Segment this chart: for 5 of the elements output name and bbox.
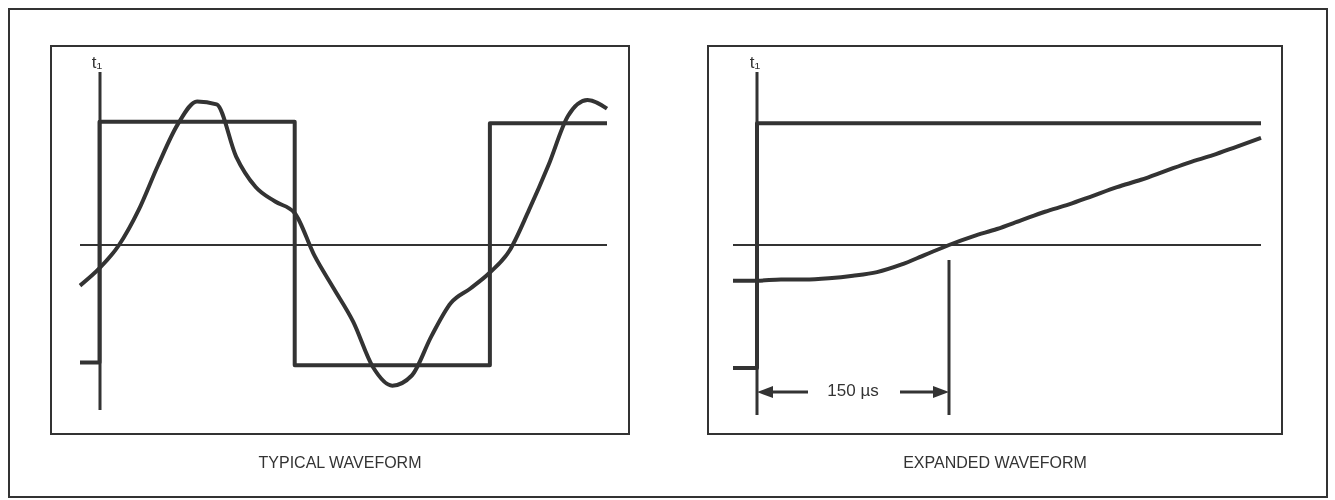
x-axis-title: EXPANDED WAVEFORM [903,454,1087,472]
x-axis-title: TYPICAL WAVEFORM [258,454,422,472]
text: t₁ [91,52,103,74]
text: t₁ [749,52,761,74]
text: 150 µs [827,380,879,402]
